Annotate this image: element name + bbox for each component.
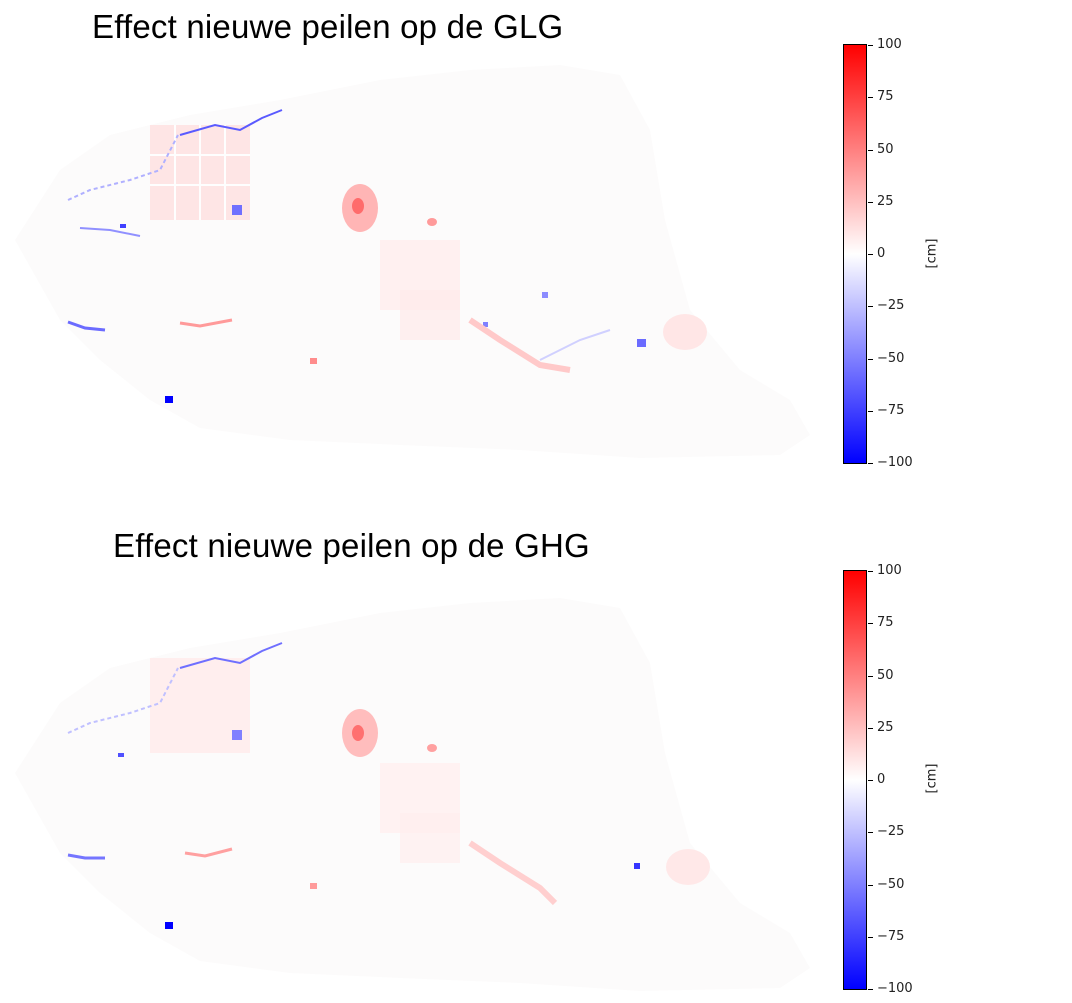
colorbar-unit-label: [cm] (924, 238, 940, 269)
tick-label: −50 (877, 350, 905, 366)
tick-label: −75 (877, 928, 905, 944)
panel-ghg: Effect nieuwe peilen op de GHG 100 75 50… (0, 525, 1072, 1000)
panel-title: Effect nieuwe peilen op de GHG (113, 527, 590, 564)
tick-label: −25 (877, 298, 905, 314)
polder-grid (150, 125, 250, 220)
tick-label: 100 (877, 563, 902, 578)
southwest-line (67, 320, 106, 332)
effect-map-glg (15, 65, 810, 458)
north-edge-line (179, 642, 283, 669)
tick-label: 0 (877, 772, 886, 787)
tick-label: 75 (877, 89, 894, 105)
tick-label: −25 (877, 824, 905, 840)
tick-label: 25 (877, 193, 894, 209)
dyke-line (79, 227, 141, 237)
tick-label: 0 (877, 246, 886, 261)
tick-label: 50 (877, 141, 894, 157)
tick-label: 50 (877, 667, 894, 683)
south-red-line (179, 318, 233, 328)
tick-label: 25 (877, 719, 894, 735)
panel-glg: Effect nieuwe peilen op de GLG (0, 0, 1072, 500)
west-edge-line (67, 667, 179, 734)
effect-map-ghg (15, 598, 810, 991)
east-hotspot (663, 314, 707, 350)
panel-title: Effect nieuwe peilen op de GLG (92, 8, 564, 45)
east-hotspot (666, 849, 710, 885)
colorbar-glg: 100 75 50 25 0 −25 −50 −75 −100 (843, 37, 913, 470)
colorbar-unit-label: [cm] (924, 763, 940, 794)
tick-label: 75 (877, 615, 894, 631)
southwest-line (67, 853, 105, 860)
tick-label: −75 (877, 402, 905, 418)
north-edge-line (179, 109, 283, 136)
south-red-line (184, 847, 233, 858)
tick-label: −50 (877, 876, 905, 892)
tick-label: −100 (877, 981, 913, 996)
tick-label: 100 (877, 37, 902, 52)
west-edge-line (67, 134, 179, 201)
colorbar-ghg: 100 75 50 25 0 −25 −50 −75 −100 (843, 563, 913, 996)
tick-label: −100 (877, 455, 913, 470)
